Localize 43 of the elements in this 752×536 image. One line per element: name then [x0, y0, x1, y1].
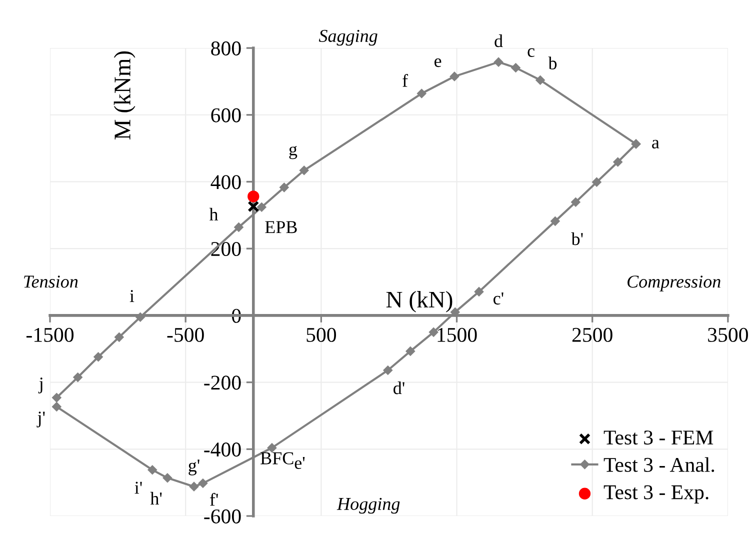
annotation: a: [652, 140, 660, 148]
annotation: i: [130, 290, 134, 302]
y-tick-label: -600: [204, 509, 241, 524]
legend-label: Test 3 - Exp.: [604, 485, 708, 504]
text: Sagging: [318, 30, 378, 46]
x-tick-label: 1500: [438, 328, 477, 342]
x-tick-label: 2500: [572, 328, 612, 342]
y-tick-label: 400: [210, 175, 241, 190]
annotation: Hogging: [336, 498, 400, 514]
legend-label: Test 3 - FEM: [604, 430, 714, 445]
annotation: b: [548, 56, 557, 70]
annotation: Compression: [628, 276, 720, 292]
y-tick-label: 200: [211, 242, 241, 256]
x-axis-title: N (kN): [386, 291, 452, 312]
annotation: f: [402, 74, 408, 87]
annotation: f': [210, 492, 218, 506]
annotation: EPB: [265, 221, 297, 234]
annotation: h': [150, 492, 162, 504]
legend-label: Test 3 - Anal.: [604, 457, 714, 472]
annotation: BFC: [260, 452, 294, 464]
x-tick-label: -500: [167, 328, 204, 342]
annotation: Tension: [24, 276, 78, 288]
annotation: c: [528, 48, 534, 57]
annotation: c': [494, 292, 504, 305]
x-tick-label: -1500: [26, 328, 74, 342]
annotation: h: [209, 208, 218, 220]
y-tick-label: 800: [211, 41, 241, 56]
annotation: j: [38, 378, 42, 394]
annotation: e: [434, 58, 442, 68]
annotation: e': [294, 457, 305, 469]
x-tick-label: 500: [306, 328, 336, 342]
annotation: d': [394, 382, 404, 394]
annotation: i': [134, 482, 142, 494]
annotation: d: [494, 34, 503, 48]
y-tick-label: 600: [211, 108, 241, 122]
y-axis-title: M (kNm): [114, 51, 136, 140]
annotation: b': [571, 232, 583, 246]
y-tick-label: -400: [204, 442, 241, 457]
annotation: g': [188, 460, 200, 476]
annotation: j': [36, 412, 45, 428]
x-tick-label: 3500: [708, 328, 748, 342]
annotation: g: [289, 146, 298, 160]
y-tick-label: -200: [204, 376, 241, 390]
